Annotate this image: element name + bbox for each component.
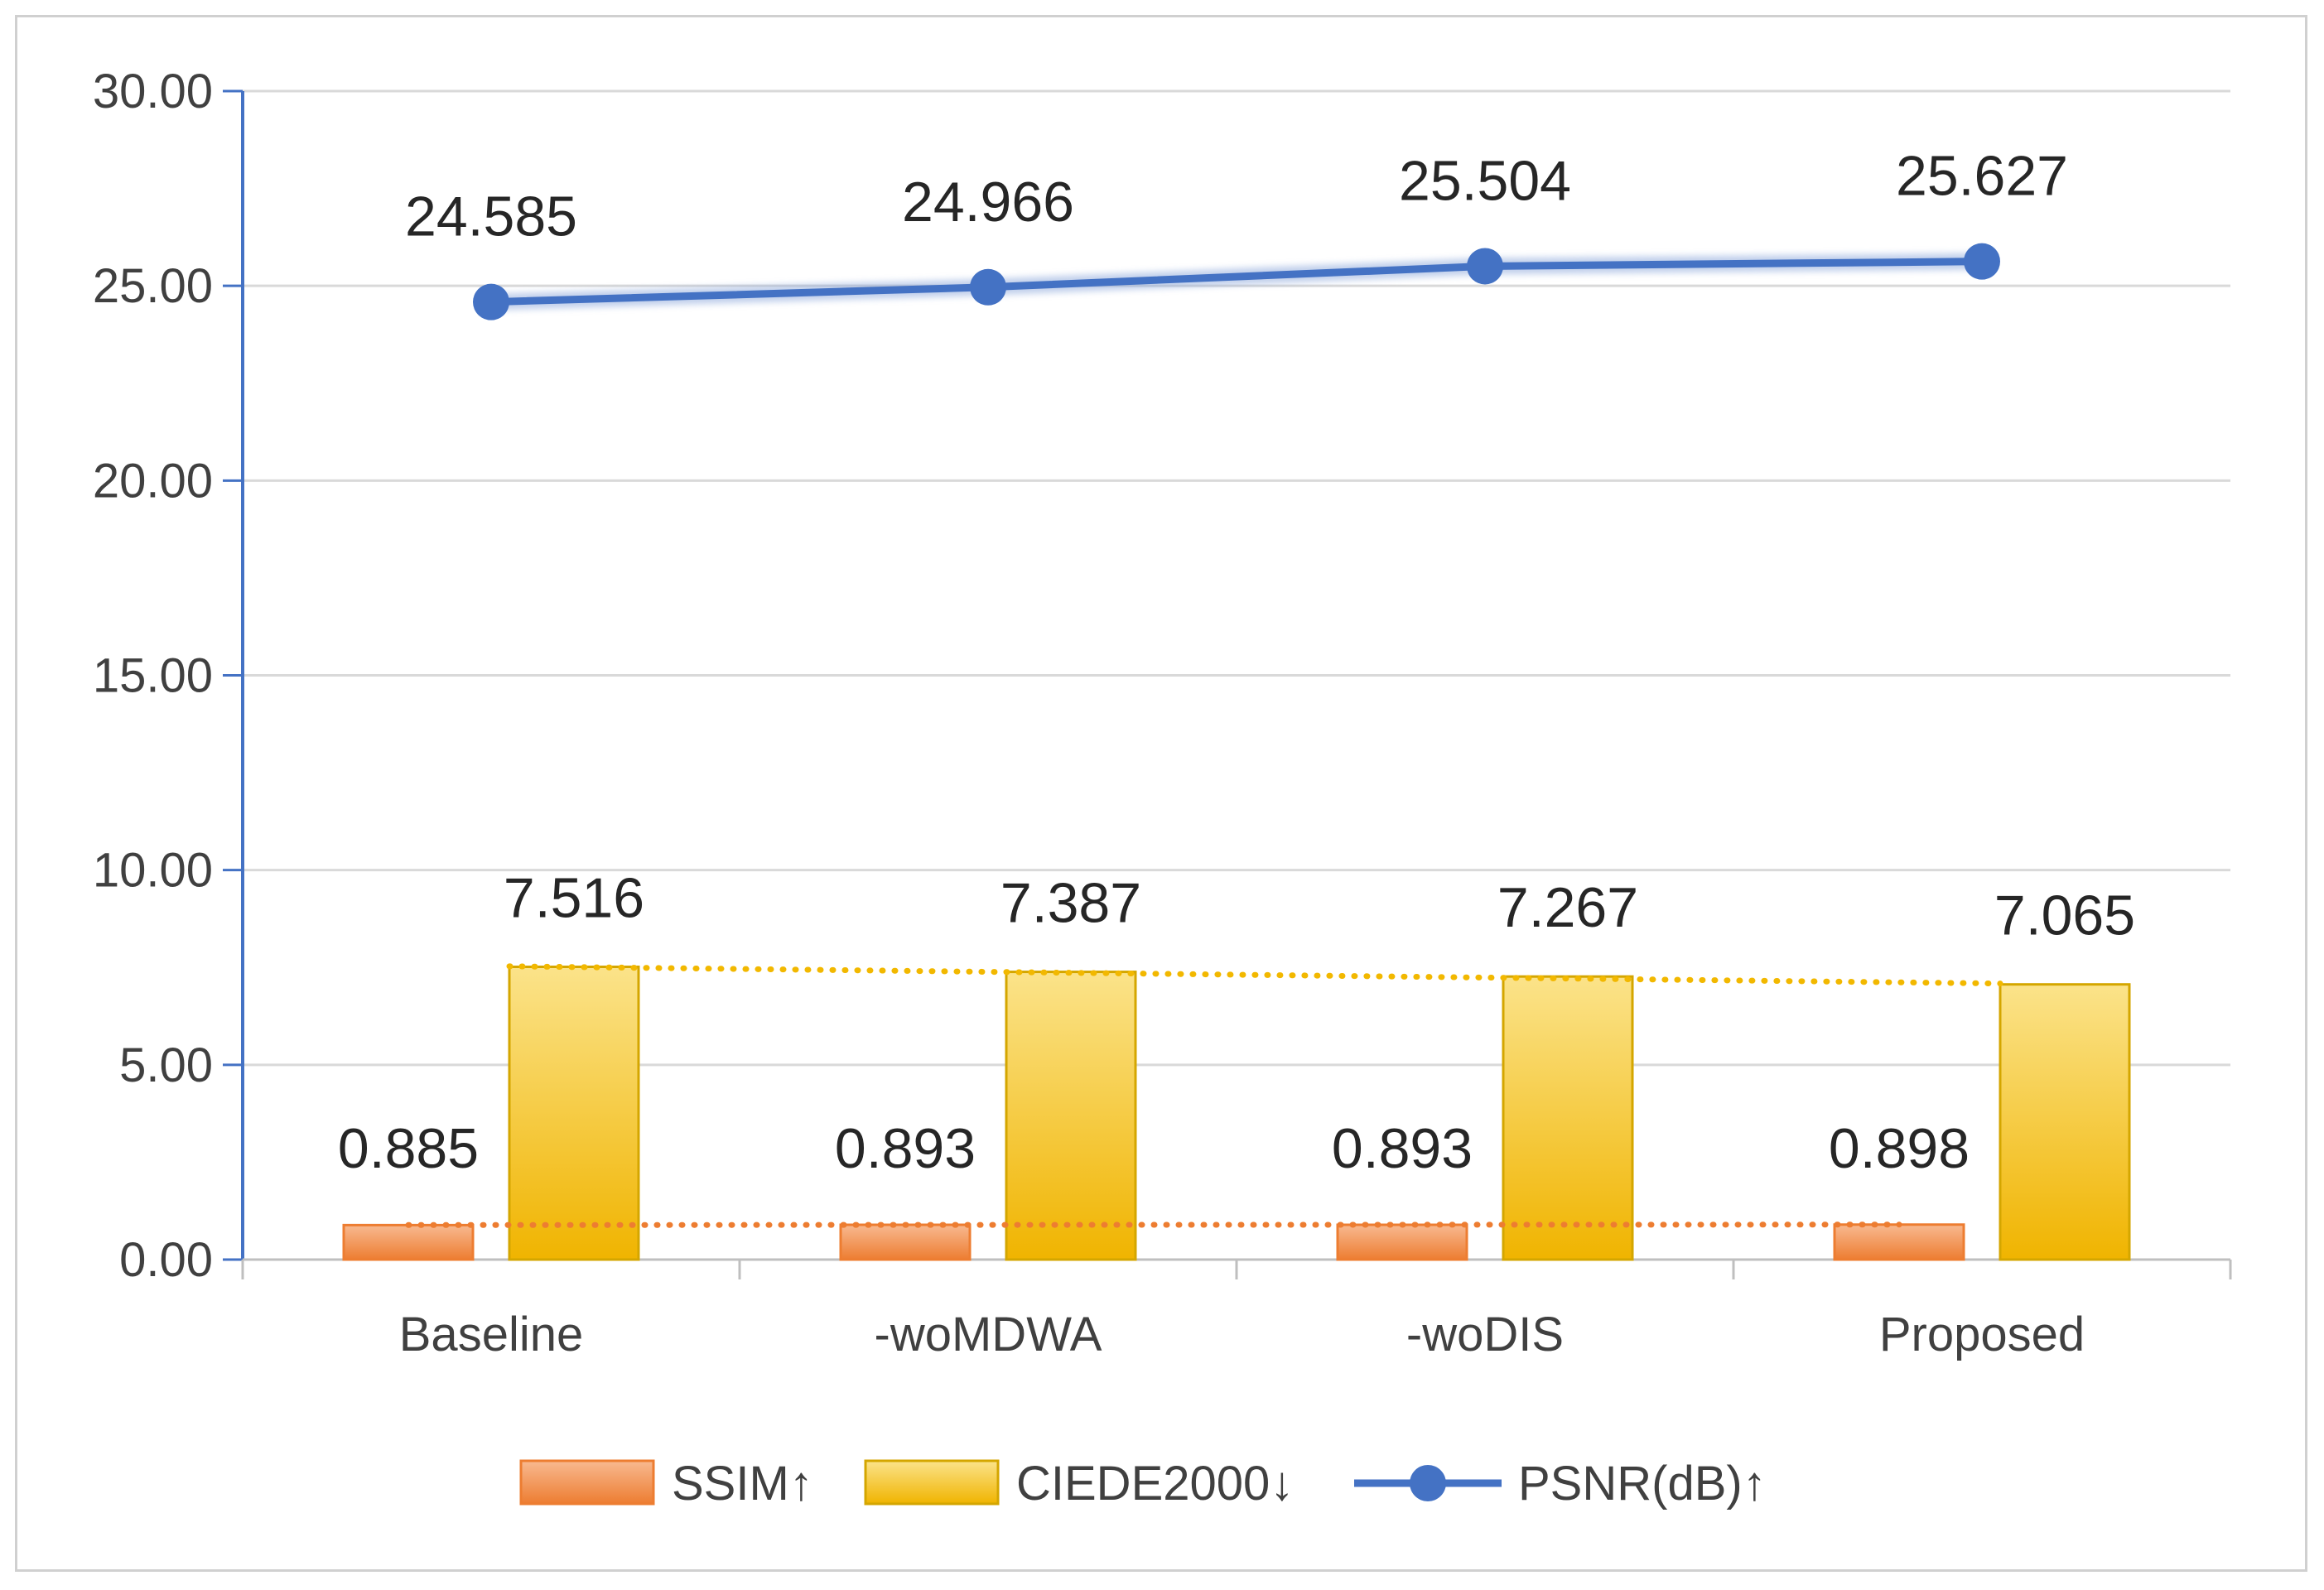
legend-ciede-swatch bbox=[864, 1459, 1000, 1506]
y-tick-label: 20.00 bbox=[93, 454, 213, 508]
axis-layer: 0.00 5.00 10.00 15.00 20.00 25.00 30.00 Baselin… bbox=[93, 65, 2232, 1361]
psnr-point bbox=[970, 268, 1006, 306]
trend-layer bbox=[405, 963, 2003, 1228]
y-tick-label: 25.00 bbox=[93, 259, 213, 313]
legend-ssim-swatch bbox=[519, 1459, 655, 1506]
ssim-trendline bbox=[405, 1221, 1902, 1228]
ssim-data-label: 0.893 bbox=[1332, 1117, 1473, 1180]
ssim-bar bbox=[1336, 1223, 1468, 1261]
psnr-point bbox=[1467, 248, 1503, 285]
y-tick-label: 15.00 bbox=[93, 649, 213, 703]
psnr-line bbox=[490, 258, 1983, 306]
x-tick-label: -woMDWA bbox=[875, 1308, 1102, 1361]
psnr-point bbox=[1964, 243, 2000, 280]
ssim-bar bbox=[839, 1223, 972, 1261]
y-tick-label: 30.00 bbox=[93, 65, 213, 118]
legend-ciede-label: CIEDE2000↓ bbox=[1016, 1457, 1294, 1510]
psnr-data-label: 24.585 bbox=[405, 186, 577, 248]
x-tick-label: Baseline bbox=[399, 1308, 583, 1361]
legend-ssim-label: SSIM↑ bbox=[672, 1457, 813, 1510]
ssim-data-label: 0.898 bbox=[1829, 1117, 1970, 1180]
y-tick-label: 0.00 bbox=[119, 1233, 213, 1287]
y-tick-label: 10.00 bbox=[93, 844, 213, 898]
psnr-data-label: 25.504 bbox=[1399, 149, 1571, 212]
legend-psnr-marker bbox=[1410, 1465, 1446, 1501]
psnr-point bbox=[473, 283, 509, 320]
ssim-bar bbox=[342, 1223, 475, 1261]
ssim-data-label: 0.893 bbox=[835, 1117, 976, 1180]
x-tick-label: -woDIS bbox=[1406, 1308, 1564, 1361]
chart-frame: 0.00 5.00 10.00 15.00 20.00 25.00 30.00 Baselin… bbox=[15, 15, 2307, 1572]
ciede-bar bbox=[1005, 971, 1137, 1261]
ciede-trendline bbox=[506, 963, 2003, 987]
bar-layer bbox=[342, 965, 2131, 1261]
label-layer: 24.585 24.966 25.504 25.627 7.516 7.387 7.267 7… bbox=[338, 145, 2135, 1180]
ciede-data-label: 7.267 bbox=[1497, 876, 1638, 939]
ciede-bar bbox=[508, 965, 640, 1261]
ssim-bar bbox=[1833, 1223, 1965, 1261]
ciede-data-label: 7.387 bbox=[1000, 872, 1141, 935]
grid-layer bbox=[243, 89, 2230, 1067]
ciede-bar bbox=[1999, 983, 2131, 1261]
line-layer bbox=[473, 243, 2000, 320]
ciede-data-label: 7.516 bbox=[504, 866, 644, 929]
ciede-bar bbox=[1502, 975, 1634, 1261]
x-tick-label: Proposed bbox=[1879, 1308, 2085, 1361]
chart-svg: 0.00 5.00 10.00 15.00 20.00 25.00 30.00 Baselin… bbox=[93, 65, 2232, 1510]
ssim-data-label: 0.885 bbox=[338, 1117, 479, 1180]
legend-psnr-label: PSNR(dB)↑ bbox=[1518, 1457, 1767, 1510]
psnr-data-label: 24.966 bbox=[902, 171, 1074, 234]
psnr-data-label: 25.627 bbox=[1896, 145, 2068, 208]
legend: SSIM↑ CIEDE2000↓ PSNR(dB)↑ bbox=[519, 1457, 1767, 1510]
ciede-data-label: 7.065 bbox=[1994, 884, 2135, 947]
y-tick-label: 5.00 bbox=[119, 1038, 213, 1092]
